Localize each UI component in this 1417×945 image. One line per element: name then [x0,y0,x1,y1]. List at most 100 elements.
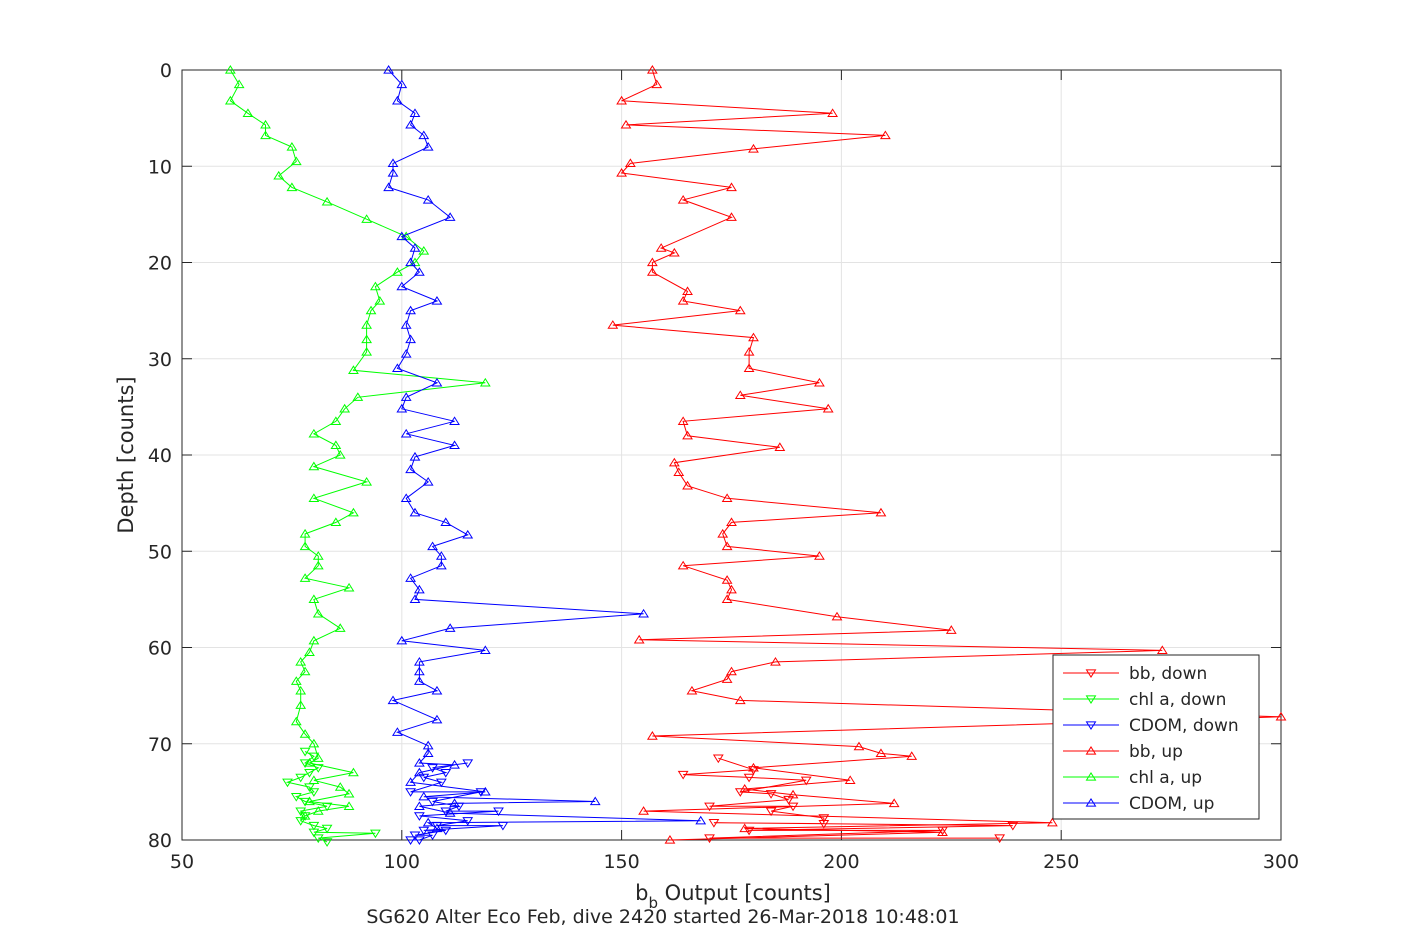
data-point [686,685,698,695]
data-point [783,795,795,805]
data-point [1275,711,1287,721]
data-point [664,835,676,844]
data-point [387,167,399,177]
data-point [668,247,680,257]
data-point [312,560,324,570]
legend-label: bb, up [1129,742,1183,762]
data-point [906,751,918,760]
data-point [295,773,307,783]
data-point [383,65,395,74]
legend-box [1052,654,1260,820]
data-point [431,296,443,305]
legend: bb, down chl a, down CDOM, down bb, up chl a… [1052,654,1260,820]
data-point [734,305,746,315]
data-point [339,403,351,413]
data-point [405,257,416,267]
data-point [945,625,957,634]
data-point [765,807,777,817]
data-point [308,775,320,784]
data-point [405,777,416,786]
data-point [440,768,452,778]
data-point [273,170,285,180]
data-point [405,573,416,582]
data-point [743,826,755,836]
data-point [879,130,891,140]
y-tick-label: 60 [148,638,172,660]
data-point [299,541,311,551]
data-point [479,377,491,387]
data-point [726,666,737,676]
data-point [299,810,311,820]
data-point [387,695,399,705]
data-point [827,108,839,117]
series-line [285,751,376,843]
y-tick-label: 10 [148,156,172,178]
data-point [343,801,355,810]
legend-item: CDOM, up [1063,794,1214,814]
legend-items: bb, down chl a, down CDOM, down bb, up chl a… [1063,664,1239,814]
data-point [330,416,342,425]
data-point [479,786,491,796]
data-point [392,363,403,373]
data-point [422,194,434,204]
legend-swatch-marker [1085,772,1097,781]
data-point [651,79,663,89]
data-point [831,611,843,621]
data-point [242,108,254,117]
data-point [444,212,456,221]
data-point [646,65,658,74]
data-point [400,493,412,502]
data-point [361,476,373,486]
data-point [352,392,364,401]
data-point [387,158,399,168]
data-point [937,826,948,836]
data-point [361,320,373,329]
data-point [312,753,324,762]
data-point [409,451,421,461]
data-point [708,819,720,828]
data-point [646,731,658,740]
data-point [937,827,948,836]
data-point [295,700,307,709]
data-point [409,831,421,841]
legend-item: chl a, up [1063,768,1202,788]
data-point [312,551,324,560]
data-point [875,748,887,758]
series-cdom-up [383,65,707,833]
data-point [299,729,311,738]
data-point [290,676,302,685]
data-point [607,320,619,329]
data-point [462,529,474,539]
x-axis-label-rest: Output [counts] [658,881,831,905]
legend-swatch-marker [1085,669,1097,678]
data-point [449,759,460,769]
data-point [822,403,834,413]
legend-swatch-marker [1085,798,1097,807]
data-point [308,828,320,838]
data-point [616,95,628,105]
data-point [818,819,830,829]
data-point [748,332,759,342]
data-point [396,635,408,645]
data-point [427,797,438,807]
data-point [1047,817,1058,827]
data-point [853,741,865,751]
data-point [409,594,421,604]
data-point [726,182,737,192]
data-point [299,759,311,768]
x-axis-label-subscript: b [648,894,658,912]
data-point [400,392,412,401]
data-point [413,801,425,810]
y-tick-label: 70 [148,734,172,756]
y-tick-label: 0 [160,60,172,82]
data-point [308,493,320,502]
data-point [638,608,649,618]
data-point [422,142,434,151]
data-point [726,584,737,594]
data-point [774,442,786,451]
data-point [418,791,430,801]
data-point [712,754,724,764]
legend-swatch-marker [1085,746,1097,755]
data-point [400,428,412,438]
data-point [431,714,443,724]
